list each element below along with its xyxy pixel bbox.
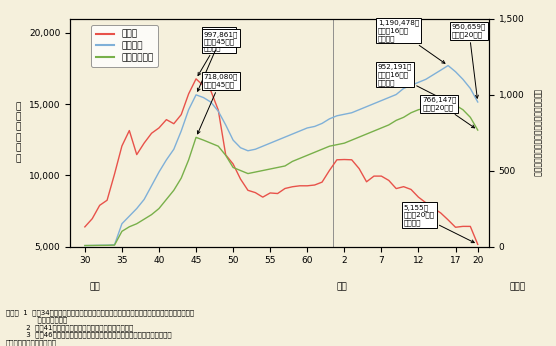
Text: 昭和: 昭和 — [89, 282, 100, 291]
Text: 950,659人
（平成20年）: 950,659人 （平成20年） — [452, 24, 486, 98]
Text: 997,861人
（昭和45年）: 997,861人 （昭和45年） — [197, 31, 238, 91]
Text: 718,080件
（昭和45年）: 718,080件 （昭和45年） — [197, 74, 238, 134]
Text: 平成: 平成 — [336, 282, 348, 291]
Text: 16,765人
（昭和45年）
過去最多: 16,765人 （昭和45年） 過去最多 — [198, 29, 235, 75]
Text: 952,191件
（平成16年）
過去最多: 952,191件 （平成16年） 過去最多 — [378, 64, 445, 100]
Y-axis label: 死
者
数
（
人
）: 死 者 数 （ 人 ） — [15, 102, 21, 163]
Y-axis label: 交通事故件数（千件）／死傷者数（千人）: 交通事故件数（千件）／死傷者数（千人） — [532, 89, 541, 176]
Text: 5,155人
（平成20年）
近年最少: 5,155人 （平成20年） 近年最少 — [404, 204, 474, 243]
Text: （年）: （年） — [509, 282, 525, 291]
Text: 766,147件
（平成20年）: 766,147件 （平成20年） — [422, 97, 475, 128]
Text: 1,190,478人
（平成16年）
過去最多: 1,190,478人 （平成16年） 過去最多 — [378, 20, 445, 63]
Legend: 死者数, 死傷者数, 交通事故件数: 死者数, 死傷者数, 交通事故件数 — [91, 25, 158, 67]
Text: （注）  1  昭和34年までは軽微な被害（８日未満の負傷、２万円以下の物的損害）事故は、含
              まれていない。
         2 : （注） 1 昭和34年までは軽微な被害（８日未満の負傷、２万円以下の物的損害）事… — [6, 309, 193, 346]
